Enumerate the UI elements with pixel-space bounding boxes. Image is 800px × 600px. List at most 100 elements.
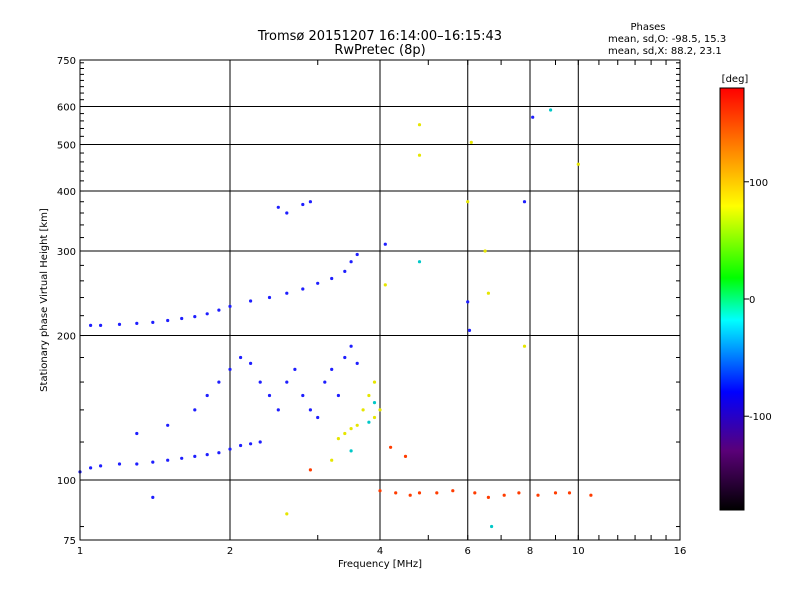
data-point bbox=[239, 443, 243, 448]
data-point bbox=[553, 491, 558, 495]
data-point bbox=[89, 466, 93, 470]
data-point bbox=[205, 312, 209, 316]
data-point bbox=[285, 380, 289, 384]
data-point bbox=[308, 468, 312, 472]
data-point bbox=[330, 367, 334, 371]
data-point bbox=[522, 200, 527, 204]
data-point bbox=[372, 415, 377, 420]
data-point bbox=[486, 291, 490, 295]
data-point bbox=[135, 462, 139, 466]
plot-area: 1 2 4 6 8 10 16 75 100 200 300 400 500 600 750 bbox=[57, 56, 686, 557]
y-axis-label: Stationary phase Virtual Height [km] bbox=[39, 208, 50, 392]
data-point bbox=[343, 431, 347, 436]
data-point bbox=[228, 304, 232, 308]
colorbar-ticks: 100 0 -100 bbox=[744, 178, 772, 423]
data-point bbox=[293, 367, 297, 371]
data-point bbox=[135, 321, 139, 325]
x-tick-label: 10 bbox=[572, 546, 585, 557]
data-point bbox=[349, 260, 353, 264]
data-point bbox=[343, 355, 347, 360]
data-point bbox=[193, 408, 197, 412]
x-tick-label: 4 bbox=[377, 546, 383, 557]
data-point bbox=[343, 269, 347, 273]
data-point bbox=[308, 408, 312, 412]
axis-ticks: 1 2 4 6 8 10 16 75 100 200 300 400 500 600 750 bbox=[57, 56, 686, 557]
data-point bbox=[301, 393, 305, 398]
data-point bbox=[417, 260, 422, 264]
data-point bbox=[469, 140, 473, 144]
data-point bbox=[486, 495, 490, 499]
data-point bbox=[151, 495, 155, 499]
data-point bbox=[166, 318, 170, 323]
data-point bbox=[473, 491, 477, 495]
data-point bbox=[330, 276, 334, 281]
data-point bbox=[267, 393, 272, 398]
data-point bbox=[249, 361, 253, 365]
stats-line-o: mean, sd,O: -98.5, 15.3 bbox=[608, 34, 726, 45]
data-point bbox=[417, 153, 422, 157]
data-point bbox=[517, 491, 521, 495]
data-point bbox=[276, 205, 280, 209]
chart-subtitle: RwPretec (8p) bbox=[334, 43, 425, 58]
colorbar-tick-label: 0 bbox=[749, 295, 755, 306]
colorbar-tick-label: 100 bbox=[749, 178, 768, 189]
data-point bbox=[151, 460, 155, 464]
phase-colorbar: [deg] 100 0 -100 bbox=[719, 74, 772, 511]
data-point bbox=[417, 491, 422, 495]
y-tick-label: 200 bbox=[57, 332, 76, 343]
data-point bbox=[249, 299, 253, 303]
data-point bbox=[180, 316, 184, 321]
x-axis-label: Frequency [MHz] bbox=[338, 559, 422, 570]
data-point bbox=[239, 355, 243, 360]
data-point bbox=[316, 281, 320, 285]
grid bbox=[80, 60, 680, 540]
data-point bbox=[285, 211, 289, 215]
data-point bbox=[276, 408, 280, 412]
data-point bbox=[323, 380, 327, 384]
data-point bbox=[466, 300, 470, 304]
data-point bbox=[435, 491, 439, 495]
data-point bbox=[217, 308, 221, 312]
data-point bbox=[166, 458, 170, 462]
data-point bbox=[316, 415, 320, 420]
data-point bbox=[205, 453, 209, 457]
data-point bbox=[408, 493, 412, 497]
data-point bbox=[355, 252, 359, 257]
data-point bbox=[349, 344, 353, 348]
data-point bbox=[228, 367, 232, 371]
data-point bbox=[117, 322, 122, 326]
data-point bbox=[589, 493, 593, 497]
stats-line-x: mean, sd,X: 88.2, 23.1 bbox=[608, 46, 722, 57]
y-tick-label: 400 bbox=[57, 187, 76, 198]
data-point bbox=[217, 451, 221, 455]
data-point bbox=[531, 115, 535, 119]
x-tick-label: 2 bbox=[227, 546, 233, 557]
data-point bbox=[89, 323, 93, 327]
data-point bbox=[336, 393, 340, 398]
data-point bbox=[483, 249, 487, 253]
data-point bbox=[349, 449, 353, 453]
data-point bbox=[378, 489, 382, 493]
data-point bbox=[99, 464, 103, 468]
data-point bbox=[567, 491, 572, 495]
data-point bbox=[151, 320, 155, 324]
y-tick-label: 300 bbox=[57, 247, 76, 258]
data-point bbox=[372, 401, 377, 405]
data-point bbox=[403, 454, 408, 458]
y-tick-label: 500 bbox=[57, 141, 76, 152]
y-tick-label: 600 bbox=[57, 103, 76, 114]
data-point bbox=[389, 445, 393, 449]
x-tick-label: 1 bbox=[77, 546, 83, 557]
x-tick-label: 8 bbox=[527, 546, 533, 557]
colorbar-gradient bbox=[719, 87, 745, 511]
data-point bbox=[228, 447, 232, 451]
data-point bbox=[502, 493, 506, 497]
y-tick-label: 100 bbox=[57, 476, 76, 487]
data-point bbox=[349, 427, 353, 431]
data-point bbox=[135, 431, 139, 436]
data-point bbox=[451, 489, 455, 493]
colorbar-label: [deg] bbox=[722, 74, 749, 85]
data-point bbox=[301, 202, 305, 207]
chart-title: Tromsø 20151207 16:14:00–16:15:43 bbox=[257, 29, 502, 44]
